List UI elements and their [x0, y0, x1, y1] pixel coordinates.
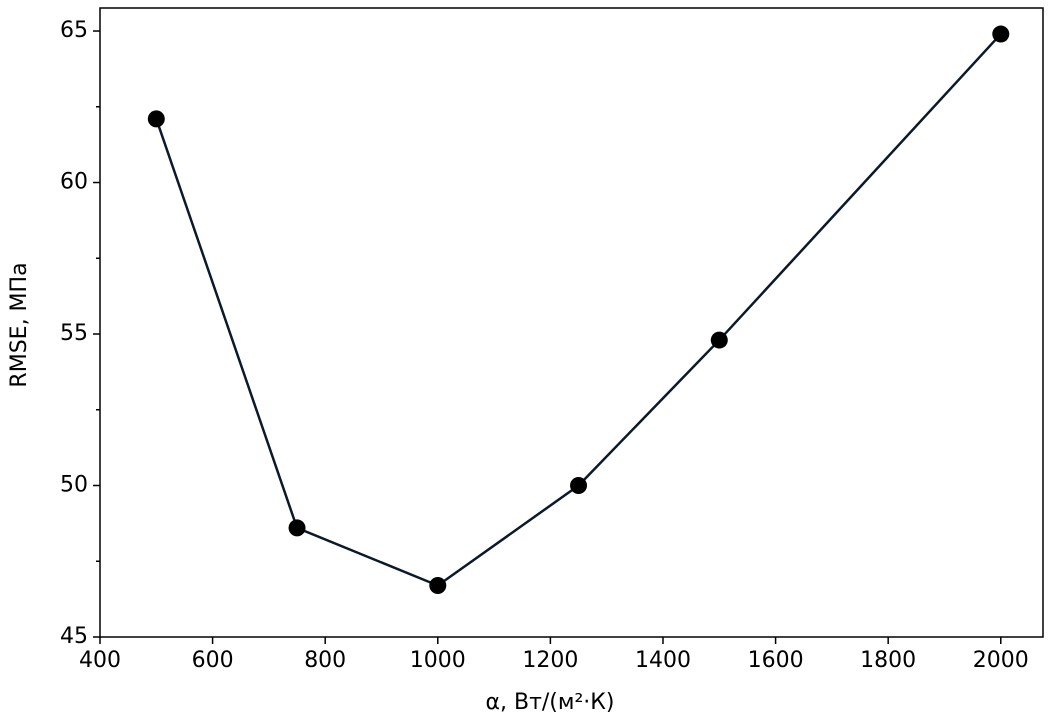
y-tick-label: 55	[60, 321, 88, 346]
y-tick-label: 50	[60, 473, 88, 498]
x-tick-label: 1600	[748, 648, 804, 673]
data-point	[147, 110, 165, 128]
data-point	[429, 576, 447, 594]
data-line	[155, 33, 1002, 587]
x-tick-label: 1800	[860, 648, 916, 673]
y-tick-label: 65	[60, 18, 88, 43]
plot-frame	[99, 7, 1044, 638]
y-axis-label: RMSE, МПа	[7, 262, 32, 387]
data-point	[710, 331, 728, 349]
y-tick-label: 45	[60, 624, 88, 649]
x-tick-label: 1200	[522, 648, 578, 673]
x-tick-label: 2000	[973, 648, 1029, 673]
x-tick-label: 1000	[410, 648, 466, 673]
x-tick-label: 1400	[635, 648, 691, 673]
x-tick-label: 600	[192, 648, 234, 673]
y-tick-label: 60	[60, 170, 88, 195]
x-axis-label: α, Вт/(м²·К)	[485, 690, 614, 715]
data-point	[992, 25, 1010, 43]
x-tick-label: 800	[304, 648, 346, 673]
x-tick-label: 400	[79, 648, 121, 673]
data-point	[288, 519, 306, 537]
data-point	[570, 477, 588, 495]
